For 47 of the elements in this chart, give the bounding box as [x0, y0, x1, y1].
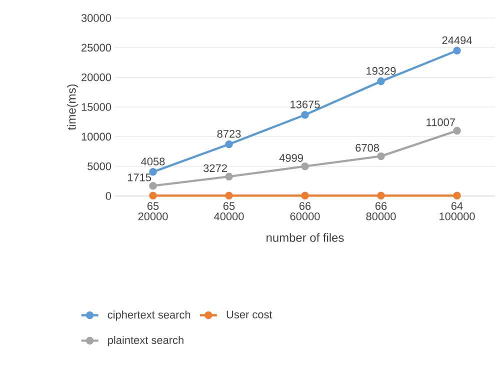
data-label: 65 — [147, 202, 159, 210]
point — [149, 168, 157, 176]
data-label: 1715 — [128, 174, 152, 182]
data-label: 11007 — [426, 118, 455, 126]
point — [453, 192, 461, 200]
y-tick-label: 30000 — [81, 14, 112, 22]
data-label: 13675 — [290, 100, 320, 108]
x-tick-label: 20000 — [138, 212, 168, 220]
y-tick-label: 0 — [106, 192, 112, 200]
x-tick-label: 40000 — [214, 212, 244, 220]
point — [377, 192, 385, 200]
data-label: 3272 — [204, 164, 227, 172]
point — [453, 126, 461, 135]
data-label: 4058 — [141, 158, 165, 166]
point — [301, 110, 309, 119]
y-tick-label: 5000 — [88, 162, 112, 170]
point — [453, 46, 461, 55]
data-label: 64 — [451, 202, 463, 210]
y-tick-label: 25000 — [82, 44, 112, 52]
y-tick-label: 15000 — [82, 103, 112, 111]
point — [225, 192, 233, 200]
data-label: 8723 — [217, 130, 241, 138]
x-axis-title: number of files — [266, 233, 344, 242]
point — [149, 192, 157, 200]
data-label: 6708 — [356, 144, 379, 152]
legend-label: ciphertext search — [108, 310, 190, 321]
x-tick-label: 100000 — [440, 212, 475, 220]
point — [225, 140, 233, 148]
data-label: 4999 — [279, 154, 303, 162]
data-label: 19329 — [366, 67, 396, 75]
data-label: 65 — [223, 202, 235, 210]
point — [301, 162, 309, 170]
y-tick-label: 10000 — [82, 132, 112, 141]
point — [301, 192, 309, 200]
point — [149, 182, 157, 190]
point — [377, 77, 385, 86]
data-label: 66 — [299, 202, 311, 210]
x-tick-label: 60000 — [290, 212, 320, 220]
y-tick-label: 20000 — [82, 73, 112, 82]
data-label: 66 — [375, 202, 387, 210]
x-tick-label: 80000 — [366, 212, 396, 220]
legend-label: plaintext search — [108, 336, 184, 346]
legend-label: User cost — [226, 310, 272, 318]
data-label: 24494 — [442, 36, 472, 44]
y-axis-title: time(ms) — [67, 84, 78, 130]
point — [377, 152, 385, 160]
point — [225, 172, 233, 180]
